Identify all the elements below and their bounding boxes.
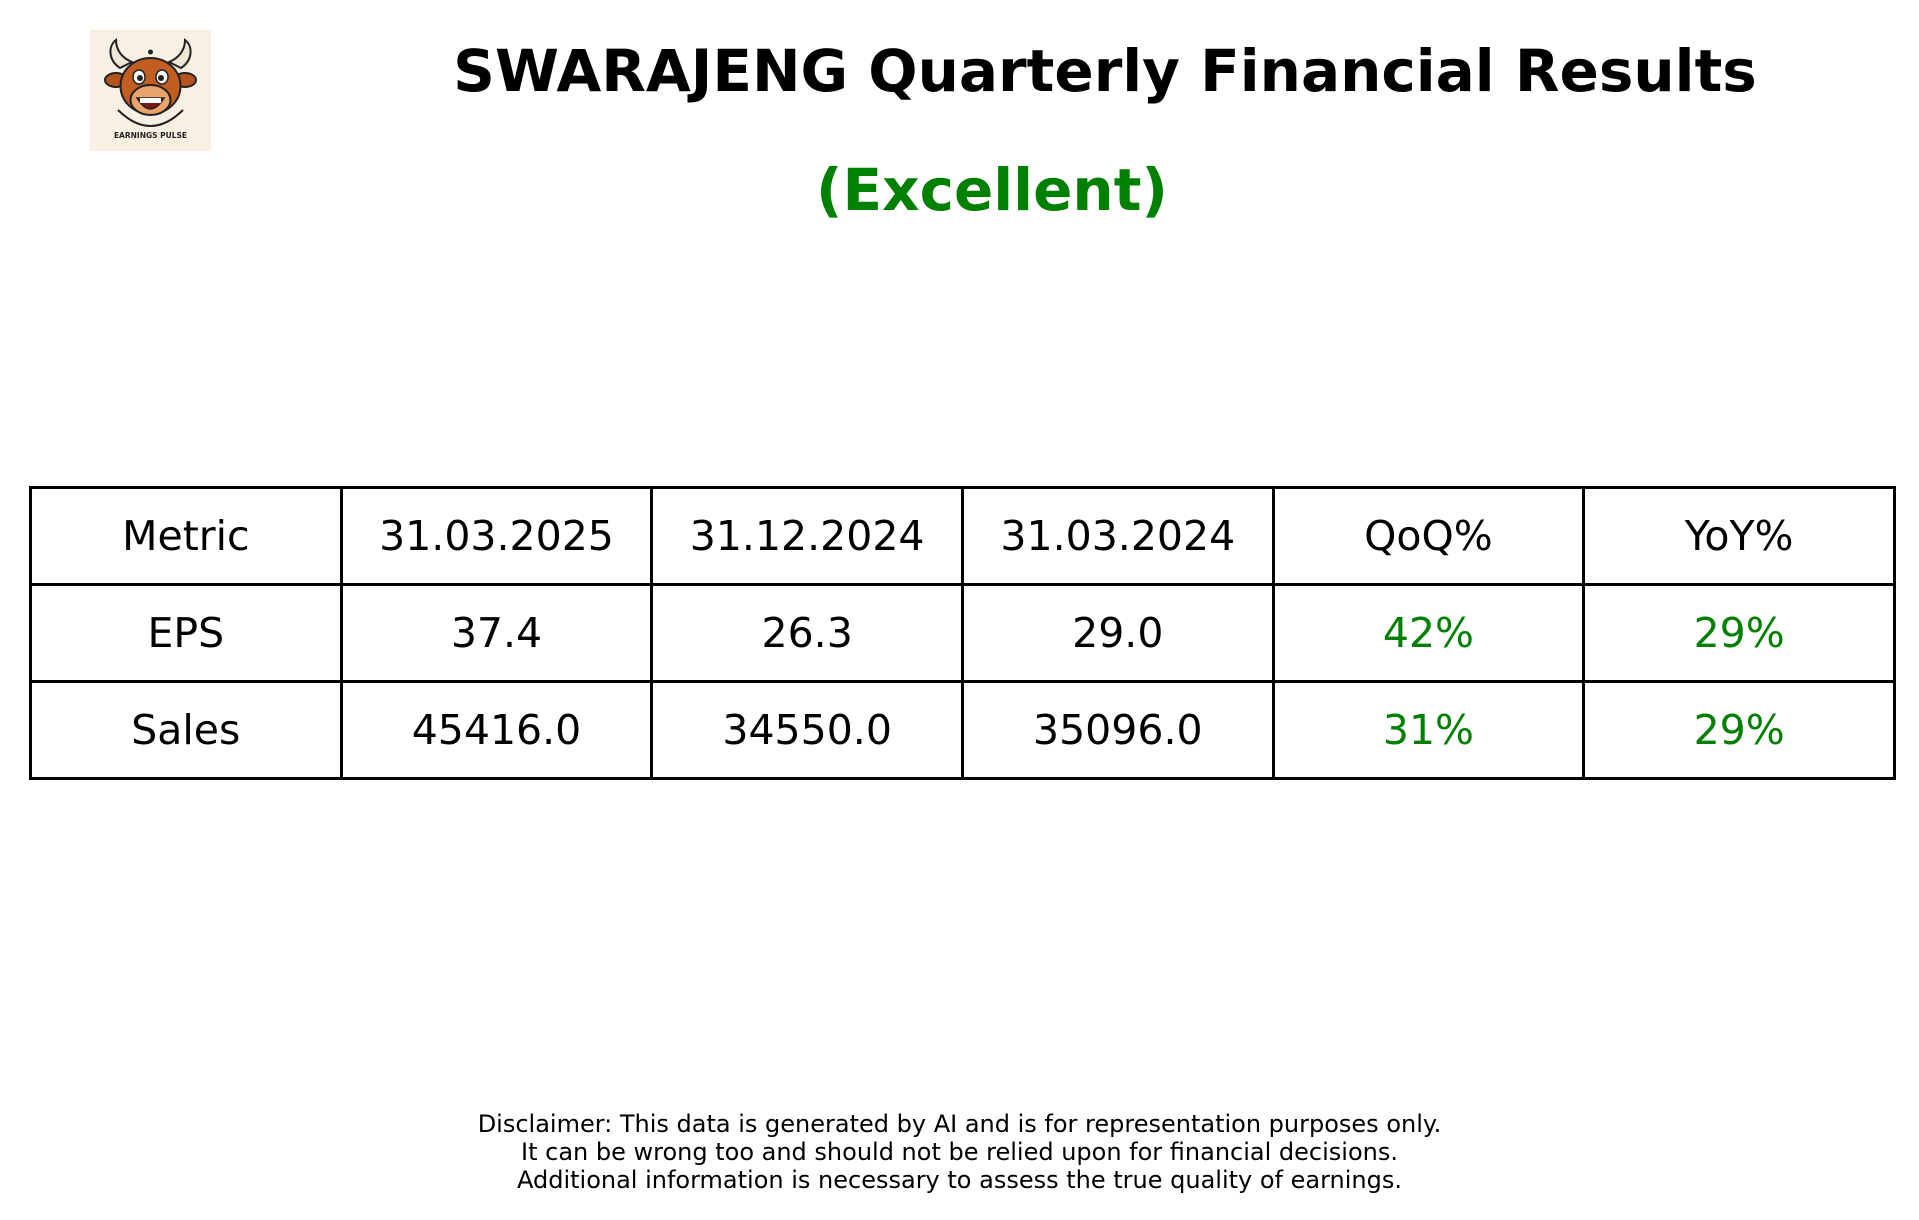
disclaimer-line: Disclaimer: This data is generated by AI… <box>477 1110 1442 1138</box>
table-header-row: Metric 31.03.2025 31.12.2024 31.03.2024 … <box>29 486 1896 586</box>
table-row-sales: Sales 45416.0 34550.0 35096.0 31% 29% <box>29 680 1896 780</box>
eps-year-ago-quarter: 29.0 <box>960 583 1275 683</box>
eps-previous-quarter: 26.3 <box>650 583 964 683</box>
disclaimer-line: Additional information is necessary to a… <box>516 1166 1402 1194</box>
logo: EARNINGS PULSE <box>90 30 211 151</box>
sales-current-quarter: 45416.0 <box>339 680 654 780</box>
column-header-metric: Metric <box>29 486 343 586</box>
eps-current-quarter: 37.4 <box>339 583 654 683</box>
column-header-year-ago-quarter: 31.03.2024 <box>960 486 1275 586</box>
disclaimer: Disclaimer: This data is generated by AI… <box>0 1110 1919 1194</box>
sales-qoq-change: 31% <box>1271 680 1586 780</box>
column-header-current-quarter: 31.03.2025 <box>339 486 654 586</box>
sales-year-ago-quarter: 35096.0 <box>960 680 1275 780</box>
page-title: SWARAJENG Quarterly Financial Results <box>453 37 1757 105</box>
eps-yoy-change: 29% <box>1582 583 1896 683</box>
sales-previous-quarter: 34550.0 <box>650 680 964 780</box>
results-table: Metric 31.03.2025 31.12.2024 31.03.2024 … <box>29 486 1896 780</box>
eps-qoq-change: 42% <box>1271 583 1586 683</box>
rating-label: (Excellent) <box>816 156 1168 224</box>
disclaimer-line: It can be wrong too and should not be re… <box>521 1138 1398 1166</box>
bull-mascot-icon: EARNINGS PULSE <box>104 37 197 140</box>
column-header-previous-quarter: 31.12.2024 <box>650 486 964 586</box>
logo-caption: EARNINGS PULSE <box>114 131 187 140</box>
table-row-eps: EPS 37.4 26.3 29.0 42% 29% <box>29 583 1896 683</box>
column-header-yoy: YoY% <box>1582 486 1896 586</box>
column-header-qoq: QoQ% <box>1271 486 1586 586</box>
sales-yoy-change: 29% <box>1582 680 1896 780</box>
row-metric-sales: Sales <box>29 680 343 780</box>
row-metric-eps: EPS <box>29 583 343 683</box>
